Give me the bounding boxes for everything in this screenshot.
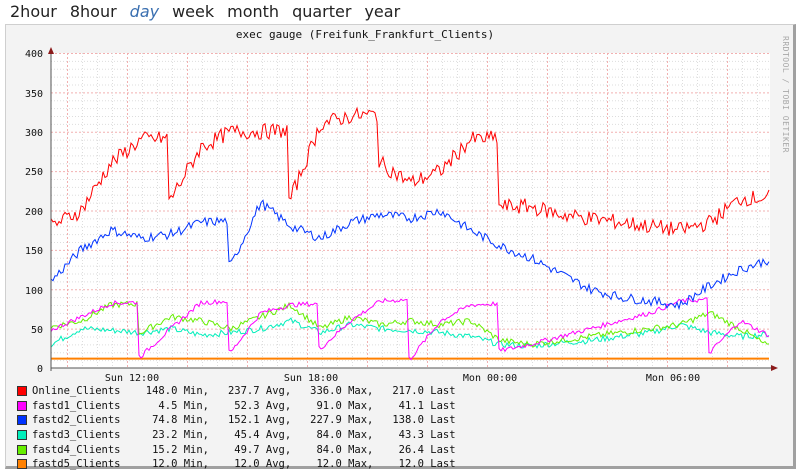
legend: Online_Clients 148.0 Min, 237.7 Avg, 336… [17,384,456,472]
series-line-fastd2_clients [50,199,770,311]
y-tick: 300 [25,128,43,139]
legend-row-fastd4: fastd4_Clients 15.2 Min, 49.7 Avg, 84.0 … [17,442,456,457]
color-swatch-icon [17,459,27,470]
timespan-nav: 2hour 8hour day week month quarter year [10,2,413,24]
y-tick: 100 [25,286,43,297]
nav-2hour[interactable]: 2hour [10,2,57,21]
series-line-fastd1_clients [50,297,770,361]
plot-area [51,53,770,368]
legend-name: Online_Clients [32,385,127,398]
graph-title: exec gauge (Freifunk_Frankfurt_Clients) [236,28,494,41]
legend-name: fastd5_Clients [32,458,127,471]
y-tick: 50 [31,325,43,336]
rrdtool-watermark: RRDTOOL / TOBI OETIKER [781,36,790,153]
x-tick-labels: Sun 12:00 Sun 18:00 Mon 00:00 Mon 06:00 [105,373,700,384]
x-tick: Mon 00:00 [463,373,517,384]
nav-week[interactable]: week [172,2,215,21]
series-line-online_clients [50,106,770,236]
legend-name: fastd1_Clients [32,399,127,412]
x-tick: Sun 12:00 [105,373,159,384]
color-swatch-icon [17,415,27,426]
y-tick-labels: 0 50 100 150 200 250 300 350 400 [25,49,43,375]
legend-row-online: Online_Clients 148.0 Min, 237.7 Avg, 336… [17,384,456,399]
grid [51,53,770,368]
x-tick: Sun 18:00 [284,373,338,384]
nav-quarter[interactable]: quarter [292,2,352,21]
color-swatch-icon [17,444,27,455]
y-tick: 250 [25,167,43,178]
legend-row-fastd1: fastd1_Clients 4.5 Min, 52.3 Avg, 91.0 M… [17,399,456,414]
y-tick: 0 [37,364,43,375]
nav-month[interactable]: month [227,2,280,21]
legend-name: fastd2_Clients [32,414,127,427]
nav-year[interactable]: year [364,2,401,21]
legend-name: fastd3_Clients [32,429,127,442]
y-tick: 400 [25,49,43,60]
series-line-fastd4_clients [50,300,770,348]
color-swatch-icon [17,430,27,441]
y-tick: 350 [25,89,43,100]
x-axis-arrow-icon [771,365,778,371]
nav-day[interactable]: day [129,2,160,21]
y-tick: 200 [25,207,43,218]
series-lines [50,106,770,361]
x-tick: Mon 06:00 [646,373,700,384]
legend-row-fastd2: fastd2_Clients 74.8 Min, 152.1 Avg, 227.… [17,413,456,428]
legend-row-fastd5: fastd5_Clients 12.0 Min, 12.0 Avg, 12.0 … [17,457,456,472]
nav-8hour[interactable]: 8hour [69,2,117,21]
y-tick: 150 [25,246,43,257]
color-swatch-icon [17,386,27,397]
legend-row-fastd3: fastd3_Clients 23.2 Min, 45.4 Avg, 84.0 … [17,428,456,443]
y-axis-arrow-icon [48,47,54,54]
color-swatch-icon [17,400,27,411]
legend-name: fastd4_Clients [32,443,127,456]
